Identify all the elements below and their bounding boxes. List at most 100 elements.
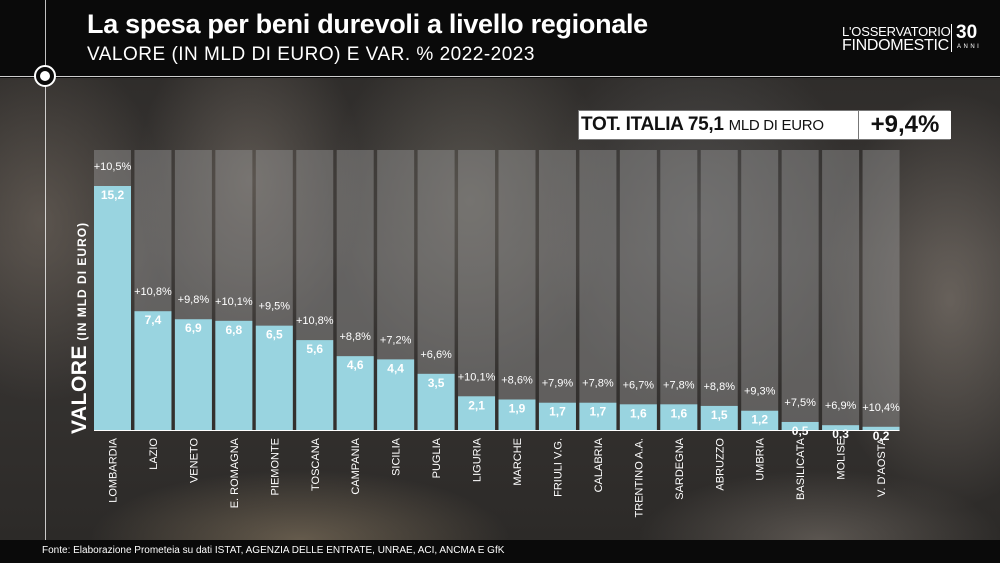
bar-11: [538, 402, 576, 430]
category-label-14: SARDEGNA: [674, 437, 686, 499]
column-bg-13: [619, 150, 657, 430]
value-label-7: 4,4: [387, 361, 404, 375]
bar-10: [498, 399, 536, 430]
category-label-18: MOLISE: [836, 438, 848, 480]
category-label-12: CALABRIA: [593, 437, 605, 492]
logo-separator: [951, 24, 952, 52]
change-label-12: +7,8%: [582, 378, 614, 390]
bar-16: [741, 410, 779, 430]
change-label-11: +7,9%: [542, 378, 574, 390]
bar-0: [94, 186, 131, 430]
column-bg-9: [458, 150, 496, 430]
category-label-13: TRENTINO A.A.: [633, 438, 645, 517]
vertical-guide-line: [45, 0, 46, 563]
change-label-0: +10,5%: [94, 161, 132, 173]
bar-1: [134, 311, 172, 430]
change-label-17: +7,5%: [784, 397, 816, 409]
change-label-6: +8,8%: [339, 331, 371, 343]
category-label-9: LIGURIA: [472, 437, 484, 482]
header-divider: [0, 76, 1000, 77]
category-label-10: MARCHE: [512, 438, 524, 486]
category-label-1: LAZIO: [148, 438, 160, 470]
category-label-19: V. D'AOSTA: [876, 437, 888, 497]
bar-6: [336, 356, 374, 430]
bar-9: [458, 396, 496, 430]
column-bg-19: [862, 150, 900, 430]
value-label-2: 6,9: [185, 321, 202, 335]
change-label-10: +8,6%: [501, 375, 533, 387]
value-label-10: 1,9: [509, 402, 526, 416]
bar-12: [579, 402, 617, 430]
bar-17: [781, 421, 819, 430]
value-label-1: 7,4: [145, 313, 162, 327]
change-label-14: +7,8%: [663, 379, 695, 391]
column-bg-10: [498, 150, 536, 430]
value-label-9: 2,1: [468, 398, 485, 412]
value-label-15: 1,5: [711, 408, 728, 422]
logo-anni: ANNI: [957, 44, 982, 50]
total-unit: MLD DI EURO: [728, 117, 824, 134]
total-label: TOT. ITALIA 75,1: [581, 114, 724, 135]
source-note: Fonte: Elaborazione Prometeia su dati IS…: [42, 545, 505, 556]
bar-2: [174, 319, 212, 430]
category-label-15: ABRUZZO: [714, 438, 726, 491]
column-bg-14: [660, 150, 698, 430]
category-label-0: LOMBARDIA: [108, 437, 120, 502]
change-label-4: +9,5%: [259, 301, 291, 313]
change-label-19: +10,4%: [862, 402, 900, 414]
value-label-4: 6,5: [266, 328, 283, 342]
y-axis-label: VALORE (IN MLD DI EURO): [68, 222, 92, 434]
value-label-3: 6,8: [226, 323, 243, 337]
value-label-11: 1,7: [549, 405, 566, 419]
total-change: +9,4%: [858, 111, 951, 139]
ring-marker-icon: [34, 65, 56, 87]
header-band: La spesa per beni durevoli a livello reg…: [0, 0, 1000, 78]
y-axis-title: VALORE: [68, 345, 91, 434]
change-label-5: +10,8%: [296, 315, 334, 327]
change-label-8: +6,6%: [420, 349, 452, 361]
logo-line2: FINDOMESTIC: [842, 37, 949, 54]
footer-band: Fonte: Elaborazione Prometeia su dati IS…: [0, 540, 1000, 563]
change-label-9: +10,1%: [458, 371, 496, 383]
bar-3: [215, 320, 253, 430]
change-label-3: +10,1%: [215, 296, 253, 308]
value-label-19: 0,2: [873, 429, 890, 443]
y-axis-unit: (IN MLD DI EURO): [75, 221, 89, 341]
bar-18: [822, 425, 860, 430]
bar-7: [377, 359, 415, 430]
change-label-16: +9,3%: [744, 386, 776, 398]
total-italy-box: TOT. ITALIA 75,1 MLD DI EURO +9,4%: [578, 110, 951, 140]
bar-5: [296, 340, 334, 430]
bar-13: [619, 404, 657, 430]
category-label-2: VENETO: [188, 438, 200, 483]
bar-14: [660, 404, 698, 430]
bar-4: [255, 325, 293, 430]
value-label-0: 15,2: [101, 188, 125, 202]
value-label-8: 3,5: [428, 376, 445, 390]
category-label-5: TOSCANA: [310, 437, 322, 491]
bar-19: [862, 426, 900, 430]
logo-line1: L'OSSERVATORIO: [842, 24, 951, 39]
change-label-18: +6,9%: [825, 400, 857, 412]
category-label-6: CAMPANIA: [350, 437, 362, 494]
category-label-16: UMBRIA: [755, 437, 767, 480]
column-bg-11: [538, 150, 576, 430]
change-label-1: +10,8%: [134, 286, 172, 298]
value-label-5: 5,6: [306, 342, 323, 356]
column-bg-15: [700, 150, 738, 430]
category-label-7: SICILIA: [391, 437, 403, 476]
change-label-2: +9,8%: [178, 294, 210, 306]
bar-15: [700, 405, 738, 430]
category-label-4: PIEMONTE: [269, 438, 281, 495]
value-label-16: 1,2: [751, 413, 768, 427]
chart-subtitle: VALORE (IN MLD DI EURO) E VAR. % 2022-20…: [87, 44, 535, 65]
bar-8: [417, 373, 455, 430]
change-label-15: +8,8%: [704, 381, 736, 393]
findomestic-logo: L'OSSERVATORIO FINDOMESTIC 30 ANNI: [842, 22, 992, 54]
chart-title: La spesa per beni durevoli a livello reg…: [87, 9, 648, 39]
category-label-3: E. ROMAGNA: [229, 437, 241, 508]
column-bg-18: [822, 150, 860, 430]
category-label-17: BASILICATA: [795, 437, 807, 500]
